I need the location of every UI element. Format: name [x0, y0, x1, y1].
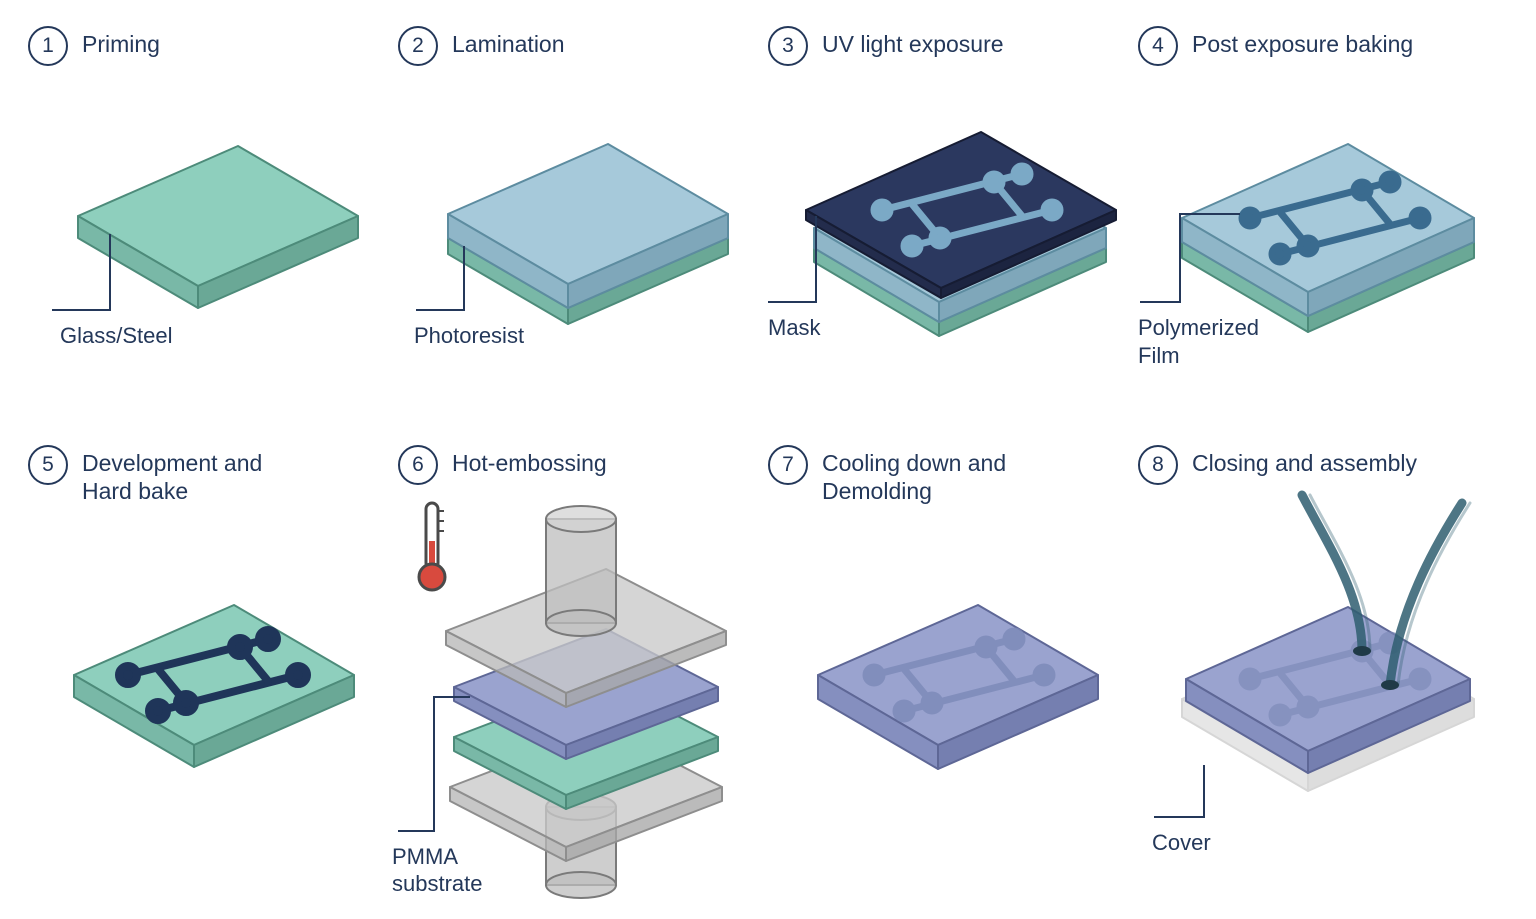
step-1: 1 Priming Glass/Steel — [28, 26, 398, 445]
step-5-illus — [18, 545, 378, 845]
step-badge: 3 — [768, 26, 808, 66]
step-title: Cooling down and Demolding — [822, 445, 1006, 507]
step-badge: 7 — [768, 445, 808, 485]
step-number: 7 — [782, 453, 794, 477]
step-6: 6 Hot-embossing — [398, 445, 768, 864]
step-number: 2 — [412, 34, 424, 58]
step-8: 8 Closing and assembly — [1138, 445, 1508, 864]
step-badge: 1 — [28, 26, 68, 66]
step-title: Hot-embossing — [452, 445, 607, 478]
step-8-illus — [1122, 485, 1502, 845]
step-badge: 5 — [28, 445, 68, 485]
step-callout: Cover — [1152, 829, 1211, 857]
step-callout: Polymerized Film — [1138, 314, 1259, 369]
step-number: 6 — [412, 453, 424, 477]
step-2: 2 Lamination Photoresist — [398, 26, 768, 445]
step-3: 3 UV light exposure — [768, 26, 1138, 445]
step-callout: Glass/Steel — [60, 322, 173, 350]
step-title: Priming — [82, 26, 160, 59]
step-title: Lamination — [452, 26, 565, 59]
step-number: 1 — [42, 34, 54, 58]
step-title: UV light exposure — [822, 26, 1004, 59]
step-number: 5 — [42, 453, 54, 477]
step-5: 5 Development and Hard bake — [28, 445, 398, 864]
step-callout: Photoresist — [414, 322, 524, 350]
step-badge: 8 — [1138, 445, 1178, 485]
step-4: 4 Post exposure baking Polymerized Film — [1138, 26, 1508, 445]
step-number: 8 — [1152, 453, 1164, 477]
step-number: 4 — [1152, 34, 1164, 58]
step-callout: PMMA substrate — [392, 843, 483, 898]
step-title: Post exposure baking — [1192, 26, 1413, 59]
step-7-illus — [762, 545, 1122, 845]
step-badge: 4 — [1138, 26, 1178, 66]
step-badge: 2 — [398, 26, 438, 66]
step-number: 3 — [782, 34, 794, 58]
diagram-grid: 1 Priming Glass/Steel 2 Lamination P — [0, 0, 1536, 873]
step-7: 7 Cooling down and Demolding — [768, 445, 1138, 864]
step-callout: Mask — [768, 314, 821, 342]
step-title: Development and Hard bake — [82, 445, 262, 507]
step-title: Closing and assembly — [1192, 445, 1417, 478]
